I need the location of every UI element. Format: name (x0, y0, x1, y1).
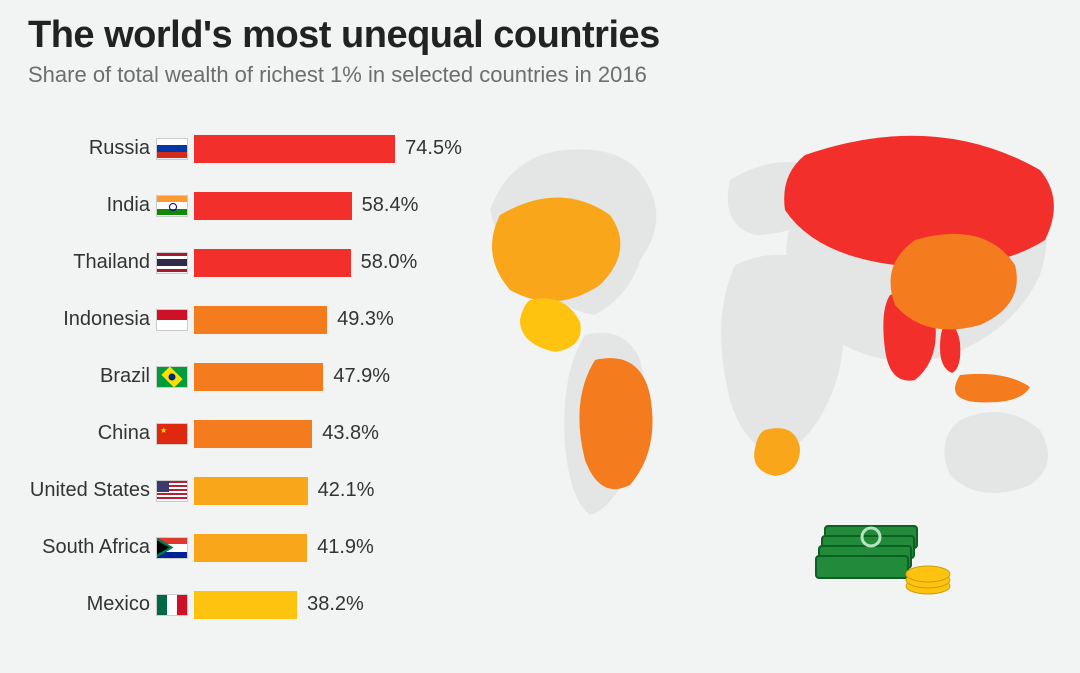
bar (194, 534, 307, 562)
bar (194, 306, 327, 334)
country-label: Thailand (0, 251, 156, 274)
value-label: 43.8% (322, 422, 379, 445)
flag-icon (156, 366, 188, 388)
bar-row: Brazil 47.9% (0, 348, 470, 405)
flag-icon: ★ (156, 423, 188, 445)
country-label: Russia (0, 137, 156, 160)
map-brazil (579, 358, 652, 489)
flag-icon (156, 537, 188, 559)
bar-row: Indonesia 49.3% (0, 291, 470, 348)
country-label: India (0, 194, 156, 217)
value-label: 38.2% (307, 593, 364, 616)
bar-row: South Africa 41.9% (0, 519, 470, 576)
bar-row: United States 42.1% (0, 462, 470, 519)
country-label: China (0, 422, 156, 445)
bar (194, 477, 308, 505)
bar-row: Thailand 58.0% (0, 234, 470, 291)
bar-row: Mexico 38.2% (0, 576, 470, 633)
flag-icon (156, 138, 188, 160)
country-label: United States (0, 479, 156, 502)
bar-row: Russia 74.5% (0, 120, 470, 177)
bar (194, 420, 312, 448)
flag-icon (156, 594, 188, 616)
value-label: 58.4% (362, 194, 419, 217)
country-label: Brazil (0, 365, 156, 388)
flag-icon (156, 195, 188, 217)
world-map (460, 100, 1080, 530)
country-label: Indonesia (0, 308, 156, 331)
bar-row: India 58.4% (0, 177, 470, 234)
value-label: 49.3% (337, 308, 394, 331)
map-indonesia (955, 374, 1030, 403)
bar (194, 192, 352, 220)
value-label: 41.9% (317, 536, 374, 559)
flag-icon (156, 480, 188, 502)
bar (194, 135, 395, 163)
money-icon (810, 508, 960, 623)
flag-icon (156, 252, 188, 274)
map-south_africa (754, 428, 800, 476)
country-label: South Africa (0, 536, 156, 559)
country-label: Mexico (0, 593, 156, 616)
value-label: 58.0% (361, 251, 418, 274)
bar-row: China★ 43.8% (0, 405, 470, 462)
flag-icon (156, 309, 188, 331)
bar (194, 363, 323, 391)
inequality-bar-chart: Russia 74.5% India 58.4% Thailand 58.0% Indone… (0, 120, 470, 633)
value-label: 74.5% (405, 137, 462, 160)
bar (194, 591, 297, 619)
value-label: 42.1% (318, 479, 375, 502)
page-title: The world's most unequal countries (28, 14, 660, 57)
bar (194, 249, 351, 277)
value-label: 47.9% (333, 365, 390, 388)
page-subtitle: Share of total wealth of richest 1% in s… (28, 62, 647, 88)
